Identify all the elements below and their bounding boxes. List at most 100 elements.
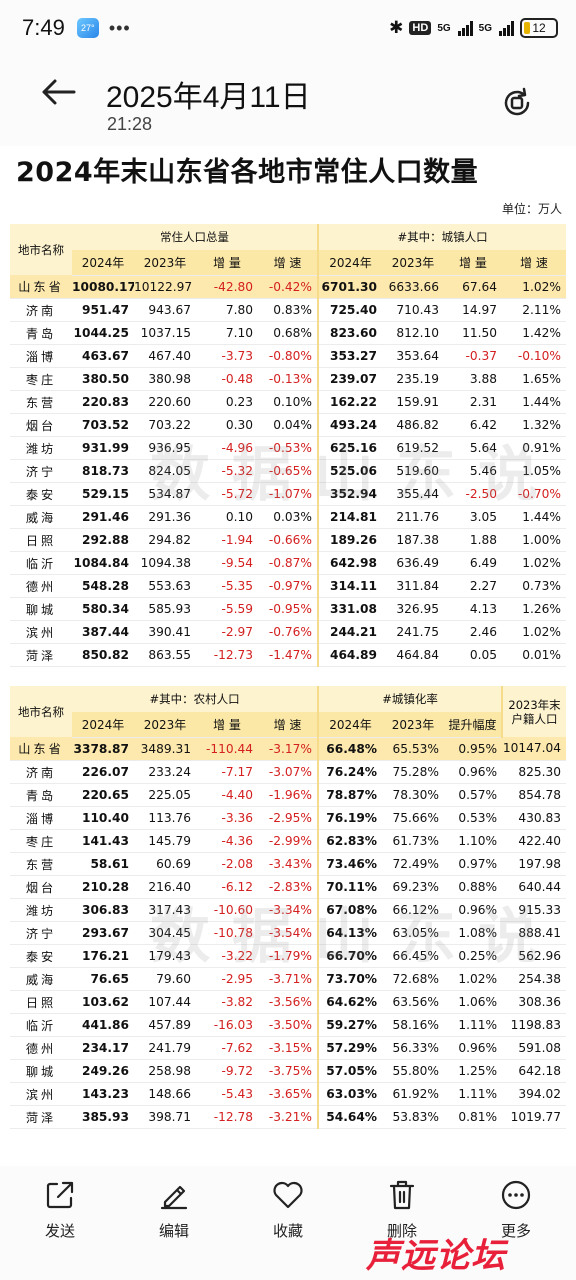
column-header-city: 地市名称 bbox=[10, 224, 72, 275]
table-cell: 1037.15 bbox=[134, 321, 196, 345]
table-cell: -4.40 bbox=[196, 783, 258, 807]
table-cell: 1.10% bbox=[444, 829, 503, 853]
table-row: 聊城 580.34 585.93 -5.59 -0.95% 331.08 326.95 4.1… bbox=[10, 597, 567, 621]
table-cell: 57.29% bbox=[317, 1036, 383, 1060]
edit-button[interactable]: 编辑 bbox=[134, 1178, 214, 1244]
table-cell: 293.67 bbox=[72, 921, 134, 945]
table-cell: -5.43 bbox=[196, 1082, 258, 1106]
table-cell: -3.73 bbox=[196, 344, 258, 368]
table-cell: 72.49% bbox=[382, 852, 445, 876]
table-cell: 936.95 bbox=[134, 436, 196, 460]
viewer-header: 2025年4月11日 21:28 bbox=[0, 56, 576, 146]
table-cell: 0.96% bbox=[444, 898, 503, 922]
table-cell: 486.82 bbox=[382, 413, 444, 437]
rotate-button[interactable] bbox=[498, 84, 536, 122]
table-cell: -16.03 bbox=[196, 1013, 258, 1037]
table-cell: 291.46 bbox=[72, 505, 134, 529]
city-name-cell: 威海 bbox=[10, 967, 72, 991]
table-cell: 78.30% bbox=[382, 783, 445, 807]
table-cell: 0.03% bbox=[258, 505, 318, 529]
table-cell: 2.46 bbox=[444, 620, 502, 644]
table-cell: 63.56% bbox=[382, 990, 445, 1014]
network-5g-label: 5G bbox=[437, 22, 451, 34]
table-cell: 725.40 bbox=[317, 298, 382, 322]
table-cell: 244.21 bbox=[317, 620, 382, 644]
table-cell: -0.95% bbox=[258, 597, 318, 621]
table-row: 临沂 1084.84 1094.38 -9.54 -0.87% 642.98 636.49 6… bbox=[10, 551, 567, 575]
city-name-cell: 济宁 bbox=[10, 459, 72, 483]
table-row: 日照 292.88 294.82 -1.94 -0.66% 189.26 187.38 1.8… bbox=[10, 528, 567, 552]
group-header: #城镇化率 bbox=[317, 686, 503, 712]
favorite-label: 收藏 bbox=[272, 1222, 303, 1240]
table-cell: 591.08 bbox=[502, 1036, 567, 1060]
table-cell: 0.83% bbox=[258, 298, 318, 322]
table-row-total: 山东省 3378.87 3489.31 -110.44 -3.17% 66.48% 65.5… bbox=[10, 737, 567, 761]
table-cell: 314.11 bbox=[317, 574, 382, 598]
table-cell: 2.31 bbox=[444, 390, 502, 414]
table-cell: 211.76 bbox=[382, 505, 444, 529]
table-header-groups: 地市名称 常住人口总量 #其中：城镇人口 bbox=[10, 224, 567, 275]
delete-button[interactable]: 删除 bbox=[362, 1178, 442, 1244]
table-cell: 189.26 bbox=[317, 528, 382, 552]
city-name-cell: 淄博 bbox=[10, 344, 72, 368]
table-cell: 1.42% bbox=[502, 321, 567, 345]
table-cell: 66.48% bbox=[317, 737, 383, 761]
table-cell: 422.40 bbox=[502, 829, 567, 853]
image-view[interactable]: 2024年末山东省各地市常住人口数量 单位：万人 地市名称 常住人口总量 #其中：城… bbox=[0, 146, 576, 1166]
table-cell: 59.27% bbox=[317, 1013, 383, 1037]
delete-label: 删除 bbox=[386, 1222, 417, 1240]
table-cell: 464.84 bbox=[382, 643, 444, 667]
city-name-cell: 潍坊 bbox=[10, 898, 72, 922]
table-cell: 197.98 bbox=[502, 852, 567, 876]
city-name-cell: 滨州 bbox=[10, 620, 72, 644]
table-cell: 216.40 bbox=[134, 875, 196, 899]
column-header: 增 速 bbox=[258, 250, 318, 276]
table-cell: 353.64 bbox=[382, 344, 444, 368]
city-name-cell: 烟台 bbox=[10, 413, 72, 437]
city-name-cell: 临沂 bbox=[10, 1013, 72, 1037]
table-cell: 306.83 bbox=[72, 898, 134, 922]
table-cell: -0.70% bbox=[502, 482, 567, 506]
table-row: 青岛 1044.25 1037.15 7.10 0.68% 823.60 812.10 11.… bbox=[10, 321, 567, 345]
table-cell: 54.64% bbox=[317, 1105, 383, 1129]
table-cell: 854.78 bbox=[502, 783, 567, 807]
table-cell: 398.71 bbox=[134, 1105, 196, 1129]
table-cell: 1.08% bbox=[444, 921, 503, 945]
table-cell: 355.44 bbox=[382, 482, 444, 506]
table-cell: -3.65% bbox=[258, 1082, 319, 1106]
table-cell: 176.21 bbox=[72, 944, 134, 968]
table-cell: -3.34% bbox=[258, 898, 319, 922]
back-button[interactable] bbox=[36, 72, 80, 112]
table-cell: 0.23 bbox=[196, 390, 258, 414]
table-cell: 0.01% bbox=[502, 643, 567, 667]
table-cell: -2.95% bbox=[258, 806, 319, 830]
table-cell: 3378.87 bbox=[72, 737, 134, 761]
table-cell: 258.98 bbox=[134, 1059, 196, 1083]
resident-population-table: 地市名称 常住人口总量 #其中：城镇人口 2024年 2023年增 量增 速 2024年 2… bbox=[10, 224, 567, 667]
table-row: 济南 226.07 233.24 -7.17 -3.07% 76.24% 75.28% 0.9… bbox=[10, 760, 567, 784]
table-cell: 187.38 bbox=[382, 528, 444, 552]
table-cell: 562.96 bbox=[502, 944, 567, 968]
favorite-button[interactable]: 收藏 bbox=[248, 1178, 328, 1244]
table-cell: 1.02% bbox=[502, 551, 567, 575]
more-button[interactable]: 更多 bbox=[476, 1178, 556, 1244]
table-cell: 103.62 bbox=[72, 990, 134, 1014]
table-cell: 6.42 bbox=[444, 413, 502, 437]
table-cell: 580.34 bbox=[72, 597, 134, 621]
city-name-cell: 枣庄 bbox=[10, 367, 72, 391]
table-cell: 525.06 bbox=[317, 459, 382, 483]
city-name-cell: 泰安 bbox=[10, 482, 72, 506]
table-cell: 79.60 bbox=[134, 967, 196, 991]
table-row: 枣庄 380.50 380.98 -0.48 -0.13% 239.07 235.19 3.8… bbox=[10, 367, 567, 391]
table-cell: 58.16% bbox=[382, 1013, 445, 1037]
send-button[interactable]: 发送 bbox=[20, 1178, 100, 1244]
table-cell: -0.65% bbox=[258, 459, 318, 483]
table-cell: -1.07% bbox=[258, 482, 318, 506]
table-cell: -1.47% bbox=[258, 643, 318, 667]
table-cell: 214.81 bbox=[317, 505, 382, 529]
table-cell: 249.26 bbox=[72, 1059, 134, 1083]
table-cell: 62.83% bbox=[317, 829, 383, 853]
table-cell: -5.59 bbox=[196, 597, 258, 621]
table-row: 德州 548.28 553.63 -5.35 -0.97% 314.11 311.84 2.2… bbox=[10, 574, 567, 598]
table-cell: 233.24 bbox=[134, 760, 196, 784]
